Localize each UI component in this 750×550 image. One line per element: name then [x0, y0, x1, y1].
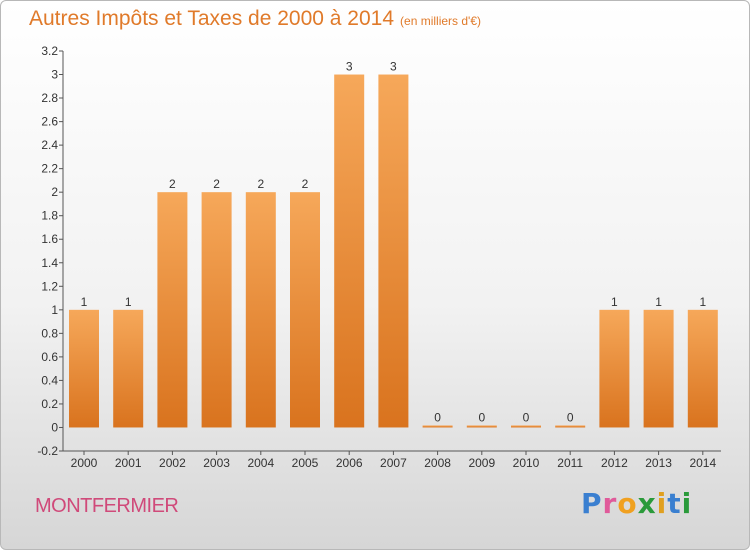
logo-letter: i [656, 487, 668, 520]
y-tick-label: 0.6 [41, 350, 58, 364]
x-tick-label: 2006 [336, 456, 363, 470]
y-tick-label: 3 [51, 68, 58, 82]
data-label: 2 [213, 177, 220, 191]
chart-title-text: Autres Impôts et Taxes de 2000 à 2014 [29, 7, 395, 30]
bar [113, 309, 144, 428]
x-tick-label: 2001 [115, 456, 142, 470]
logo-letter: P [581, 487, 603, 520]
bar [466, 425, 497, 428]
bar [201, 192, 232, 428]
x-tick-label: 2007 [380, 456, 407, 470]
data-label: 1 [81, 295, 88, 309]
y-tick-label: 0 [51, 420, 58, 434]
data-label: 0 [567, 410, 574, 424]
y-tick-label: 2.2 [41, 162, 58, 176]
logo-letter: t [667, 487, 682, 520]
bar [378, 74, 409, 428]
unit-note: (en milliers d'€) [400, 14, 482, 28]
y-tick-label: 0.2 [41, 397, 58, 411]
x-tick-label: 2003 [203, 456, 230, 470]
x-tick-label: 2013 [645, 456, 672, 470]
commune-name: MONTFERMIER [35, 495, 179, 517]
bar [334, 74, 365, 428]
y-tick-label: 0.4 [41, 373, 58, 387]
y-tick-label: 2.6 [41, 115, 58, 129]
logo-letter: x [637, 487, 657, 520]
y-tick-label: 1.8 [41, 209, 58, 223]
y-tick-label: 0.8 [41, 326, 58, 340]
axes: -0.2 0 0.2 0.4 0.6 0.8 1 1.2 1.4 1.6 1.8 2 2.2 2.4 2.6… [37, 44, 721, 470]
data-label: 1 [699, 295, 706, 309]
chart-title: Autres Impôts et Taxes de 2000 à 2014 (en… [29, 7, 481, 31]
y-tick-label: 2 [51, 185, 58, 199]
bar [555, 425, 586, 428]
y-tick-label: 1.6 [41, 232, 58, 246]
data-label: 1 [655, 295, 662, 309]
y-tick-label: 2.8 [41, 91, 58, 105]
bar [511, 425, 541, 428]
x-tick-label: 2005 [292, 456, 319, 470]
bar [599, 309, 630, 428]
data-label: 3 [346, 60, 353, 74]
bar [290, 192, 320, 428]
y-tick-label: 1 [51, 303, 58, 317]
x-tick-label: 2011 [557, 456, 583, 470]
data-label: 2 [169, 177, 176, 191]
data-label: 1 [125, 295, 132, 309]
bars: 1 1 2 2 2 2 3 3 0 0 0 0 1 1 1 [69, 60, 718, 428]
bar [245, 192, 276, 428]
data-label: 2 [257, 177, 264, 191]
x-tick-label: 2010 [513, 456, 540, 470]
logo-letter: r [602, 487, 618, 520]
x-tick-label: 2014 [689, 456, 716, 470]
logo-letter: i [681, 487, 693, 520]
bar [69, 309, 99, 428]
y-tick-label: 3.2 [41, 44, 58, 58]
bar [157, 192, 188, 428]
data-label: 0 [434, 410, 441, 424]
x-tick-label: 2004 [247, 456, 274, 470]
bar [643, 309, 674, 428]
y-tick-label: 2.4 [41, 138, 58, 152]
y-tick-label: 1.4 [41, 256, 58, 270]
x-tick-label: 2012 [601, 456, 628, 470]
data-label: 0 [478, 410, 485, 424]
x-tick-label: 2009 [468, 456, 495, 470]
bar [687, 309, 718, 428]
data-label: 3 [390, 60, 397, 74]
y-tick-label: -0.2 [37, 444, 58, 458]
proxiti-logo: Proxiti [581, 487, 692, 520]
bar [422, 425, 453, 428]
x-tick-label: 2002 [159, 456, 186, 470]
data-label: 1 [611, 295, 618, 309]
logo-letter: o [617, 487, 638, 520]
data-label: 2 [302, 177, 309, 191]
x-tick-label: 2008 [424, 456, 451, 470]
data-label: 0 [523, 410, 530, 424]
x-tick-label: 2000 [71, 456, 98, 470]
y-tick-label: 1.2 [41, 279, 58, 293]
